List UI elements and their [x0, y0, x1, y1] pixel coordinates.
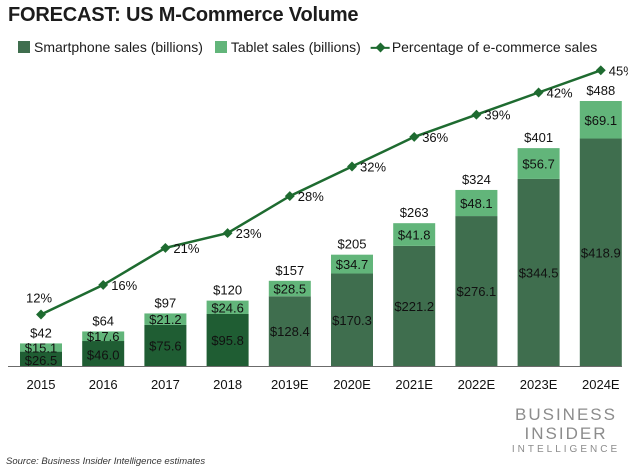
- data-label-percentage-2018: 23%: [236, 226, 262, 241]
- line-marker-2021E: [409, 131, 420, 142]
- x-tick-label-2023E: 2023E: [520, 377, 558, 392]
- data-label-tablet-2016: $17.6: [87, 329, 120, 344]
- data-label-percentage-2024E: 45%: [609, 63, 628, 78]
- data-label-total-2016: $64: [92, 313, 114, 328]
- legend-swatch-smartphone: [18, 41, 30, 53]
- line-marker-2022E: [471, 109, 482, 120]
- line-marker-2018: [222, 228, 233, 239]
- data-label-tablet-2015: $15.1: [25, 341, 58, 356]
- bar-tablet-2022E: [455, 189, 498, 217]
- legend-item-tablet: Tablet sales (billions): [214, 39, 361, 55]
- legend-label-tablet: Tablet sales (billions): [230, 39, 361, 55]
- data-label-smartphone-2020E: $170.3: [332, 313, 372, 328]
- x-tick-label-2017: 2017: [151, 377, 180, 392]
- x-tick-label-2021E: 2021E: [395, 377, 433, 392]
- bar-smartphone-2023E: [517, 178, 560, 366]
- data-label-total-2015: $42: [30, 325, 52, 340]
- line-marker-2019E: [284, 191, 295, 202]
- bar-tablet-2019E: [268, 280, 311, 297]
- bar-smartphone-2018: [206, 313, 249, 366]
- series-line-percentage: [40, 69, 602, 316]
- bar-tablet-2018: [206, 300, 249, 314]
- bar-tablet-2024E: [579, 101, 622, 139]
- data-label-total-2022E: $324: [462, 172, 491, 187]
- data-label-smartphone-2019E: $128.4: [270, 324, 310, 339]
- legend-label-smartphone: Smartphone sales (billions): [34, 39, 203, 55]
- bar-tablet-2020E: [331, 254, 373, 274]
- brand-line-1: BUSINESS: [515, 405, 617, 424]
- data-label-smartphone-2016: $46.0: [87, 348, 120, 363]
- chart-title: FORECAST: US M-Commerce Volume: [8, 4, 359, 26]
- brand-line-3: INTELLIGENCE: [511, 444, 621, 455]
- line-marker-2023E: [533, 87, 544, 98]
- data-label-percentage-2023E: 42%: [547, 86, 573, 101]
- data-label-tablet-2022E: $48.1: [460, 196, 493, 211]
- data-label-percentage-2017: 21%: [173, 241, 199, 256]
- bar-smartphone-2019E: [268, 296, 311, 366]
- data-label-tablet-2018: $24.6: [211, 300, 244, 315]
- bar-smartphone-2020E: [331, 273, 373, 366]
- data-label-smartphone-2022E: $276.1: [457, 284, 497, 299]
- x-tick-label-2024E: 2024E: [582, 377, 620, 392]
- line-marker-2015: [36, 309, 46, 320]
- line-marker-2024E: [595, 65, 606, 76]
- x-tick-label-2019E: 2019E: [271, 377, 309, 392]
- bar-tablet-2023E: [517, 148, 560, 179]
- data-label-percentage-2022E: 39%: [484, 108, 510, 123]
- data-label-percentage-2021E: 36%: [422, 130, 448, 145]
- source-note: Source: Business Insider Intelligence es…: [6, 456, 206, 467]
- legend: Smartphone sales (billions) Tablet sales…: [18, 39, 597, 55]
- bar-smartphone-2022E: [455, 216, 498, 366]
- data-label-total-2019E: $157: [275, 263, 304, 278]
- data-label-total-2023E: $401: [524, 130, 553, 145]
- data-label-total-2017: $97: [155, 295, 177, 310]
- x-tick-label-2020E: 2020E: [333, 377, 371, 392]
- bar-smartphone-2021E: [393, 245, 436, 366]
- data-label-smartphone-2015: $26.5: [25, 353, 58, 368]
- legend-label-percentage: Percentage of e-commerce sales: [391, 39, 598, 55]
- bar-smartphone-2015: [20, 351, 62, 366]
- data-label-smartphone-2023E: $344.5: [519, 265, 559, 280]
- data-label-tablet-2019E: $28.5: [274, 282, 307, 297]
- x-tick-label-2018: 2018: [213, 377, 242, 392]
- bar-tablet-2017: [144, 313, 187, 325]
- data-label-tablet-2020E: $34.7: [336, 257, 369, 272]
- brand-line-2: INSIDER: [524, 424, 608, 443]
- data-label-tablet-2024E: $69.1: [585, 113, 618, 128]
- x-tick-label-2015: 2015: [27, 377, 56, 392]
- bar-smartphone-2024E: [579, 138, 622, 366]
- bar-tablet-2015: [20, 343, 62, 352]
- bar-smartphone-2017: [144, 324, 187, 366]
- data-label-tablet-2021E: $41.8: [398, 228, 431, 243]
- line-marker-2020E: [347, 161, 357, 172]
- data-label-total-2020E: $205: [338, 237, 367, 252]
- data-label-smartphone-2018: $95.8: [211, 333, 244, 348]
- data-label-tablet-2023E: $56.7: [522, 157, 555, 172]
- data-label-percentage-2020E: 32%: [360, 160, 386, 175]
- bar-tablet-2021E: [393, 223, 436, 246]
- data-label-smartphone-2017: $75.6: [149, 338, 182, 353]
- x-tick-label-2016: 2016: [89, 377, 118, 392]
- legend-swatch-tablet: [214, 41, 227, 53]
- brand-logo: BUSINESS INSIDER INTELLIGENCE: [510, 405, 622, 457]
- data-label-total-2021E: $263: [400, 205, 429, 220]
- legend-item-percentage: Percentage of e-commerce sales: [373, 39, 597, 55]
- data-label-smartphone-2021E: $221.2: [394, 299, 434, 314]
- line-marker-2017: [160, 242, 171, 253]
- bar-tablet-2016: [82, 331, 125, 342]
- data-label-total-2018: $120: [213, 283, 242, 298]
- data-label-tablet-2017: $21.2: [149, 312, 182, 327]
- legend-item-smartphone: Smartphone sales (billions): [18, 39, 203, 55]
- bar-smartphone-2016: [82, 341, 125, 366]
- data-label-percentage-2019E: 28%: [298, 189, 324, 204]
- data-label-percentage-2016: 16%: [111, 278, 137, 293]
- data-label-total-2024E: $488: [586, 83, 615, 98]
- data-label-smartphone-2024E: $418.9: [581, 245, 621, 260]
- data-label-percentage-2015: 12%: [26, 291, 52, 306]
- x-tick-label-2022E: 2022E: [458, 377, 496, 392]
